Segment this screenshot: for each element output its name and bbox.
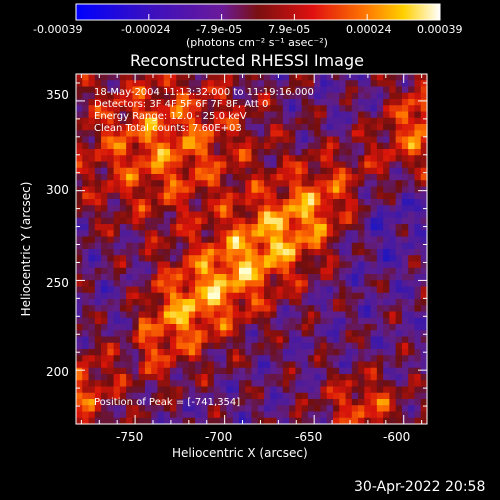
x-tick-label: -700 [205, 430, 233, 444]
colorbar-tick-label: 0.00039 [417, 23, 463, 36]
colorbar-tick-label: -0.00039 [33, 23, 83, 36]
x-axis-label: Heliocentric X (arcsec) [172, 446, 308, 460]
y-tick-label: 200 [46, 365, 69, 379]
y-axis-label: Heliocentric Y (arcsec) [19, 181, 33, 317]
x-tick-label: -600 [383, 430, 411, 444]
energy-range-annotation: Energy Range: 12.0 - 25.0 keV [94, 111, 247, 122]
colorbar-tick-label: -0.00024 [121, 23, 171, 36]
counts-annotation: Clean Total counts: 7.60E+03 [94, 123, 242, 134]
x-tick-label: -650 [295, 430, 323, 444]
peak-position-label: Position of Peak = [-741,354] [94, 397, 241, 408]
time-range-annotation: 18-May-2004 11:13:32.000 to 11:19:16.000 [94, 87, 314, 98]
x-tick-label: -750 [116, 430, 144, 444]
colorbar-tick-label: 0.00024 [346, 23, 392, 36]
plot-frame [75, 73, 428, 425]
detectors-annotation: Detectors: 3F 4F 5F 6F 7F 8F, Att 0 [94, 99, 269, 110]
colorbar-ticks [75, 14, 441, 20]
axis-ticks [76, 74, 427, 425]
timestamp: 30-Apr-2022 20:58 [354, 479, 486, 495]
y-tick-label: 250 [46, 276, 69, 290]
y-tick-label: 350 [46, 88, 69, 102]
colorbar-tick-label: 7.9e-05 [268, 23, 311, 36]
heatmap-image [76, 74, 428, 425]
colorbar [75, 3, 441, 21]
y-tick-label: 300 [46, 183, 69, 197]
plot-title: Reconstructed RHESSI Image [130, 51, 364, 70]
colorbar-tick-label: -7.9e-05 [196, 23, 243, 36]
colorbar-unit-label: (photons cm⁻² s⁻¹ asec⁻²) [186, 36, 328, 49]
